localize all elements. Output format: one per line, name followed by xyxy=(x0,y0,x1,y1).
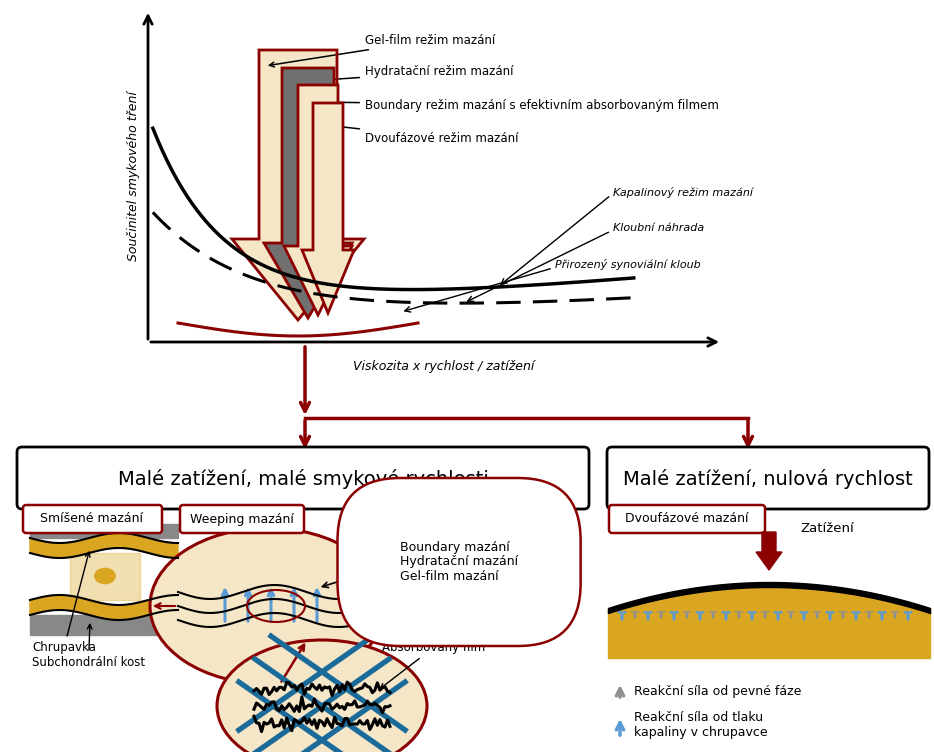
Text: Zatížení: Zatížení xyxy=(800,521,854,535)
Polygon shape xyxy=(30,595,178,620)
Text: Gel-film režim mazání: Gel-film režim mazání xyxy=(269,34,495,67)
Polygon shape xyxy=(608,610,930,658)
Ellipse shape xyxy=(150,528,386,684)
FancyArrow shape xyxy=(264,68,352,318)
Text: Boundary mazání
Hydratační mazání
Gel-film mazání: Boundary mazání Hydratační mazání Gel-fi… xyxy=(400,541,518,584)
Text: Malé zatížení, malé smykové rychlosti: Malé zatížení, malé smykové rychlosti xyxy=(118,469,488,489)
Text: Weeping mazání: Weeping mazání xyxy=(190,513,294,526)
Text: Boundary režim mazání s efektivním absorbovaným filmem: Boundary režim mazání s efektivním absor… xyxy=(318,99,719,111)
Text: Dvoufázové režim mazání: Dvoufázové režim mazání xyxy=(330,123,518,144)
FancyBboxPatch shape xyxy=(607,447,929,509)
FancyArrow shape xyxy=(756,532,782,570)
Text: Kapalinový režim mazání: Kapalinový režim mazání xyxy=(613,186,753,198)
Text: Součinitel smykového tření: Součinitel smykového tření xyxy=(126,91,139,261)
Text: Kloubní náhrada: Kloubní náhrada xyxy=(613,223,704,233)
Text: Hydratační režim mazání: Hydratační režim mazání xyxy=(300,65,514,83)
Polygon shape xyxy=(30,553,178,600)
FancyBboxPatch shape xyxy=(17,447,589,509)
Polygon shape xyxy=(30,524,178,538)
Text: Viskozita x rychlost / zatížení: Viskozita x rychlost / zatížení xyxy=(353,360,534,373)
FancyBboxPatch shape xyxy=(609,505,765,533)
Polygon shape xyxy=(70,553,140,600)
Text: Reakční síla od pevné fáze: Reakční síla od pevné fáze xyxy=(634,684,801,698)
Text: Absorbovaný film: Absorbovaný film xyxy=(380,641,486,688)
Text: Dvoufázové mazání: Dvoufázové mazání xyxy=(625,513,749,526)
FancyBboxPatch shape xyxy=(180,505,304,533)
FancyArrow shape xyxy=(302,103,354,313)
Text: Smíšené mazání: Smíšené mazání xyxy=(40,513,144,526)
Text: Reakční síla od tlaku
kapaliny v chrupavce: Reakční síla od tlaku kapaliny v chrupav… xyxy=(634,711,768,739)
FancyArrow shape xyxy=(284,85,352,315)
Text: Chrupavka: Chrupavka xyxy=(32,552,96,654)
Ellipse shape xyxy=(95,569,115,584)
Text: Subchondrální kost: Subchondrální kost xyxy=(32,624,145,669)
Ellipse shape xyxy=(217,640,427,752)
FancyArrow shape xyxy=(232,50,364,320)
Polygon shape xyxy=(30,533,178,558)
FancyBboxPatch shape xyxy=(23,505,162,533)
Text: Malé zatížení, nulová rychlost: Malé zatížení, nulová rychlost xyxy=(623,469,913,489)
Text: Přirozený synoviální kloub: Přirozený synoviální kloub xyxy=(555,259,700,271)
Polygon shape xyxy=(30,615,178,635)
